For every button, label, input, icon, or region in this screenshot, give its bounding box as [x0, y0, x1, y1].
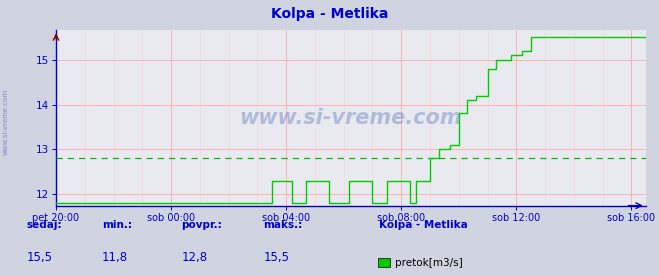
- Text: maks.:: maks.:: [264, 220, 303, 230]
- Text: sedaj:: sedaj:: [26, 220, 62, 230]
- Text: 15,5: 15,5: [264, 251, 289, 264]
- Legend: pretok[m3/s]: pretok[m3/s]: [378, 258, 463, 268]
- Text: 15,5: 15,5: [26, 251, 52, 264]
- Text: 11,8: 11,8: [102, 251, 129, 264]
- Text: www.si-vreme.com: www.si-vreme.com: [2, 88, 9, 155]
- Text: povpr.:: povpr.:: [181, 220, 222, 230]
- Text: 12,8: 12,8: [181, 251, 208, 264]
- Text: Kolpa - Metlika: Kolpa - Metlika: [271, 7, 388, 21]
- Text: Kolpa - Metlika: Kolpa - Metlika: [379, 220, 468, 230]
- Text: min.:: min.:: [102, 220, 132, 230]
- Text: www.si-vreme.com: www.si-vreme.com: [240, 108, 462, 128]
